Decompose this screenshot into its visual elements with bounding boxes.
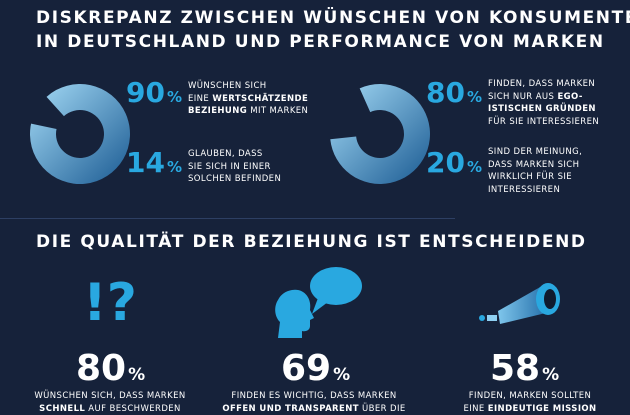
stat-80-top-desc-line2-pre: SICH NUR AUS bbox=[488, 92, 557, 102]
stat-90-desc-line3-bold: BEZIEHUNG bbox=[188, 106, 247, 116]
stat-58-desc-line1: FINDEN, MARKEN SOLLTEN bbox=[440, 390, 620, 403]
stat-20-desc-line1: SIND DER MEINUNG, bbox=[488, 146, 582, 159]
stat-69-desc: FINDEN ES WICHTIG, DASS MARKEN OFFEN UND… bbox=[214, 390, 414, 415]
stat-80-bottom: 80% bbox=[76, 350, 145, 394]
stat-80-top-desc-line4: FÜR SIE INTERESSIEREN bbox=[488, 116, 599, 129]
stat-58-unit: % bbox=[542, 365, 559, 385]
stat-69-unit: % bbox=[333, 365, 350, 385]
stat-69-desc-line2-bold: OFFEN UND TRANSPARENT bbox=[222, 404, 359, 414]
stat-80-top: 80% bbox=[426, 78, 482, 112]
stat-80-top-desc-line1: FINDEN, DASS MARKEN bbox=[488, 78, 599, 91]
stat-20-desc: SIND DER MEINUNG, DASS MARKEN SICH WIRKL… bbox=[488, 146, 582, 196]
stat-14-unit: % bbox=[167, 158, 182, 176]
stat-69-desc-line2-post: ÜBER DIE bbox=[359, 404, 406, 414]
section2-title: DIE QUALITÄT DER BEZIEHUNG IST ENTSCHEID… bbox=[36, 230, 587, 254]
stat-20: 20% bbox=[426, 148, 482, 182]
stat-14-desc: GLAUBEN, DASS SIE SICH IN EINER SOLCHEN … bbox=[188, 148, 281, 186]
stat-80-bottom-desc-line2-bold: SCHNELL bbox=[39, 404, 85, 414]
gauge-donut-left bbox=[28, 82, 132, 186]
section-divider bbox=[0, 218, 455, 219]
stat-90-desc-line2: EINE WERTSCHÄTZENDE bbox=[188, 93, 308, 106]
person-speech-bubble-icon bbox=[272, 262, 364, 344]
stat-80-top-value: 80 bbox=[426, 76, 465, 109]
stat-80-bottom-desc-line2: SCHNELL AUF BESCHWERDEN bbox=[20, 403, 200, 415]
stat-80-top-desc-line2-bold: EGO- bbox=[557, 92, 582, 102]
main-title-line1: DISKREPANZ ZWISCHEN WÜNSCHEN VON KONSUME… bbox=[36, 6, 630, 30]
stat-58-desc: FINDEN, MARKEN SOLLTEN EINE EINDEUTIGE M… bbox=[440, 390, 620, 415]
stat-90-desc-line3: BEZIEHUNG MIT MARKEN bbox=[188, 105, 308, 118]
stat-69-desc-line1: FINDEN ES WICHTIG, DASS MARKEN bbox=[214, 390, 414, 403]
stat-90-desc-line1: WÜNSCHEN SICH bbox=[188, 80, 308, 93]
stat-69-value: 69 bbox=[281, 348, 331, 389]
stat-14-desc-line1: GLAUBEN, DASS bbox=[188, 148, 281, 161]
stat-80-top-desc-line2: SICH NUR AUS EGO- bbox=[488, 91, 599, 104]
telescope-icon bbox=[478, 278, 570, 328]
stat-58-desc-line2: EINE EINDEUTIGE MISSION bbox=[440, 403, 620, 415]
stat-90-desc-line3-post: MIT MARKEN bbox=[247, 106, 308, 116]
stat-80-bottom-desc: WÜNSCHEN SICH, DASS MARKEN SCHNELL AUF B… bbox=[20, 390, 200, 415]
stat-80-bottom-desc-line1: WÜNSCHEN SICH, DASS MARKEN bbox=[20, 390, 200, 403]
main-title-line2: IN DEUTSCHLAND UND PERFORMANCE VON MARKE… bbox=[36, 30, 605, 54]
stat-58-desc-line2-pre: EINE bbox=[463, 404, 487, 414]
stat-90-value: 90 bbox=[126, 76, 165, 109]
stat-80-bottom-unit: % bbox=[128, 365, 145, 385]
stat-20-desc-line3: WIRKLICH FÜR SIE bbox=[488, 171, 582, 184]
stat-90-desc: WÜNSCHEN SICH EINE WERTSCHÄTZENDE BEZIEH… bbox=[188, 80, 308, 118]
gauge-arc-left bbox=[30, 84, 130, 184]
stat-69-desc-line2: OFFEN UND TRANSPARENT ÜBER DIE bbox=[214, 403, 414, 415]
stat-58-value: 58 bbox=[490, 348, 540, 389]
stat-90-unit: % bbox=[167, 88, 182, 106]
exclamation-question-icon: !? bbox=[82, 268, 138, 338]
stat-80-top-unit: % bbox=[467, 88, 482, 106]
stat-20-value: 20 bbox=[426, 146, 465, 179]
stat-90-desc-line2-bold: WERTSCHÄTZENDE bbox=[212, 94, 308, 104]
stat-58-desc-line2-bold: EINDEUTIGE MISSION bbox=[488, 404, 597, 414]
stat-90: 90% bbox=[126, 78, 182, 112]
stat-20-unit: % bbox=[467, 158, 482, 176]
stat-14-desc-line2: SIE SICH IN EINER bbox=[188, 161, 281, 174]
stat-14-value: 14 bbox=[126, 146, 165, 179]
gauge-donut-right bbox=[328, 82, 432, 186]
stat-58: 58% bbox=[490, 350, 559, 394]
stat-20-desc-line2: DASS MARKEN SICH bbox=[488, 159, 582, 172]
stat-14-desc-line3: SOLCHEN BEFINDEN bbox=[188, 173, 281, 186]
stat-80-top-desc-line3-bold: ISTISCHEN GRÜNDEN bbox=[488, 104, 596, 114]
stat-80-bottom-desc-line2-post: AUF BESCHWERDEN bbox=[85, 404, 181, 414]
gauge-arc-right bbox=[330, 84, 430, 184]
stat-80-top-desc: FINDEN, DASS MARKEN SICH NUR AUS EGO- IS… bbox=[488, 78, 599, 128]
stat-80-bottom-value: 80 bbox=[76, 348, 126, 389]
stat-14: 14% bbox=[126, 148, 182, 182]
stat-69: 69% bbox=[281, 350, 350, 394]
stat-20-desc-line4: INTERESSIEREN bbox=[488, 184, 582, 197]
stat-80-top-desc-line3: ISTISCHEN GRÜNDEN bbox=[488, 103, 599, 116]
stat-90-desc-line2-pre: EINE bbox=[188, 94, 212, 104]
